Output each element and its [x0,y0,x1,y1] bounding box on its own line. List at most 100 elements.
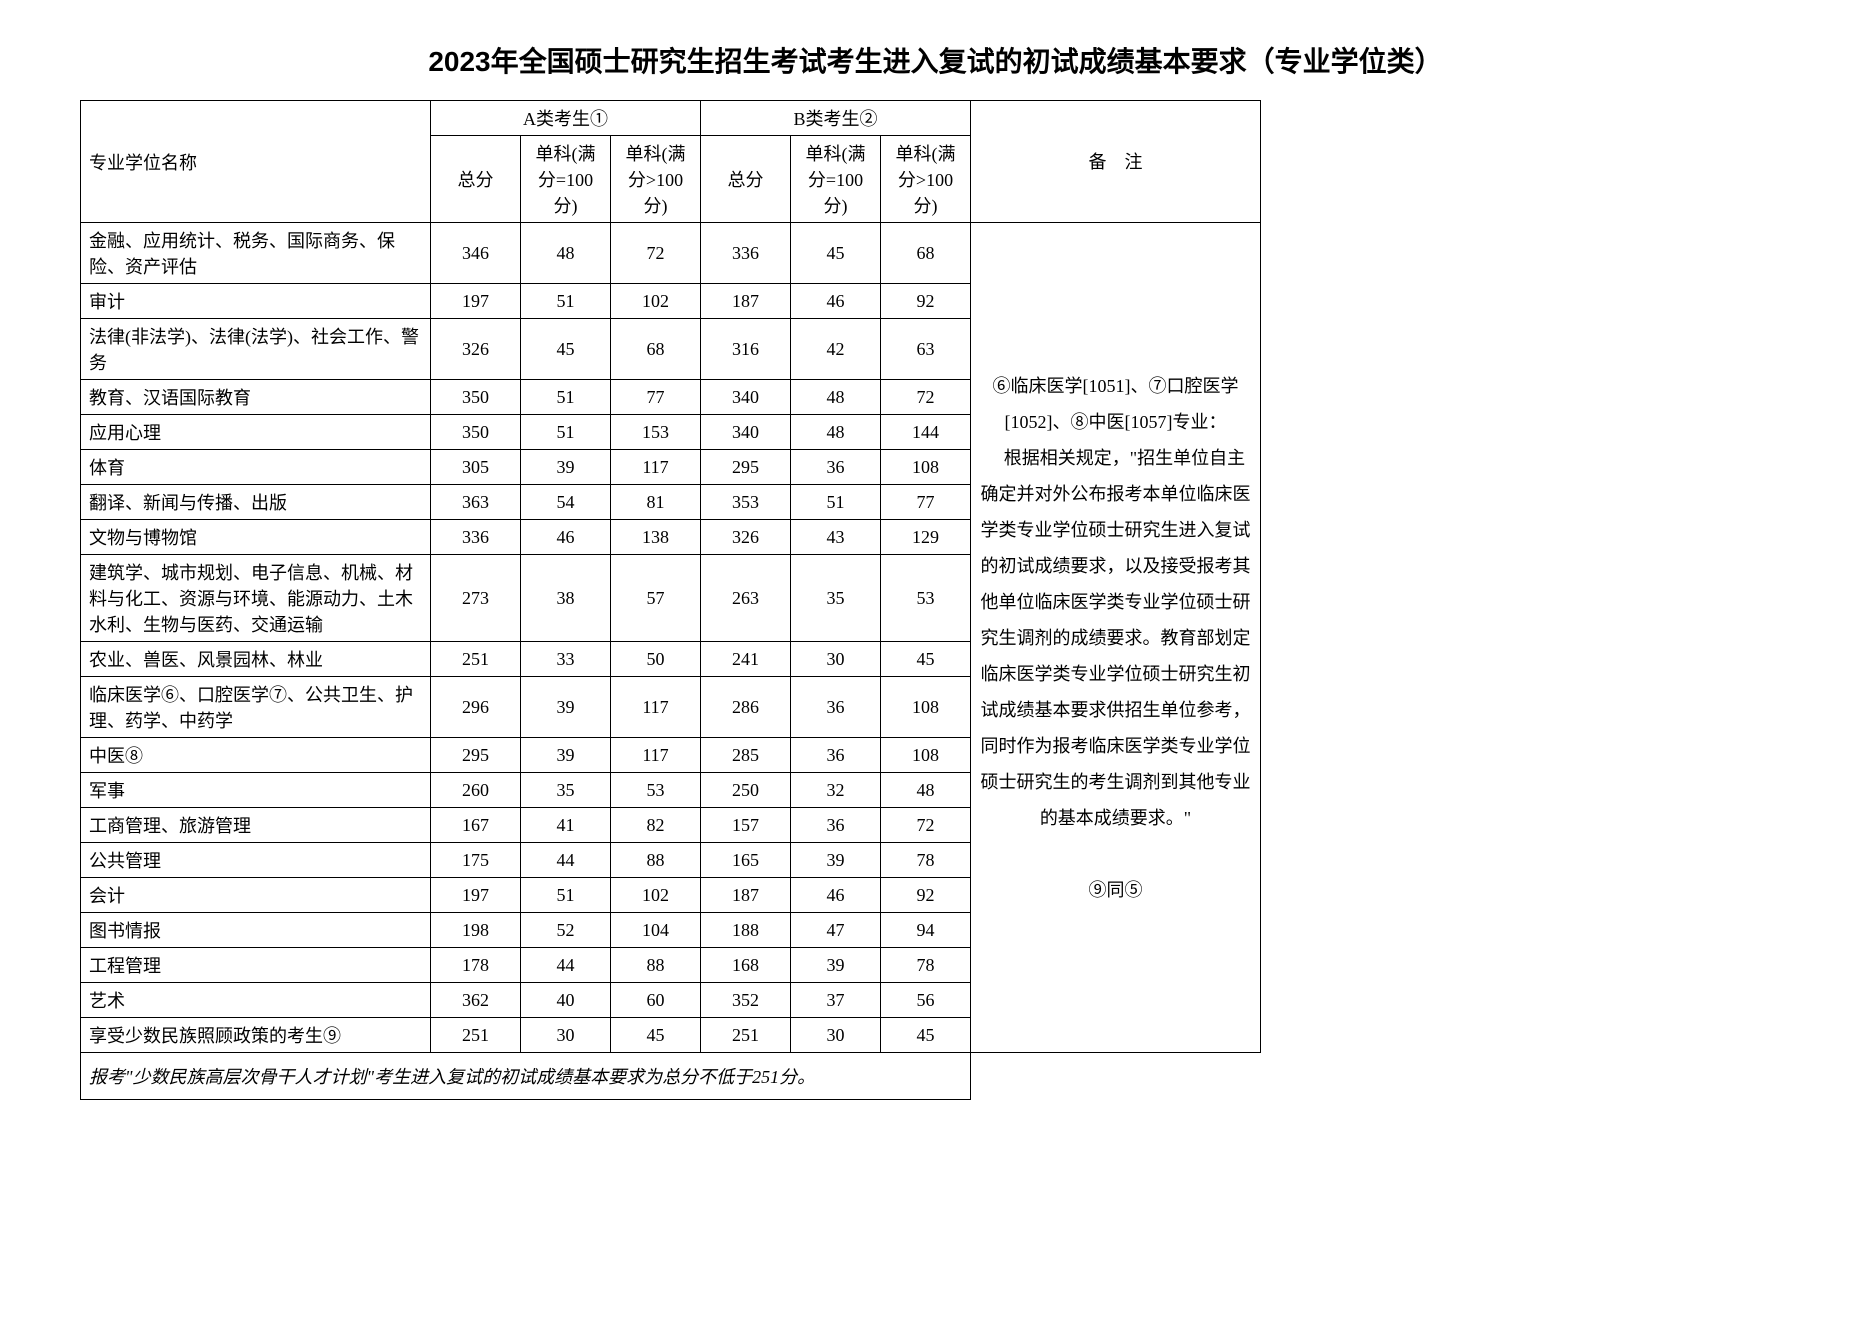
header-group-a: A类考生① [431,101,701,136]
cell: 350 [431,415,521,450]
cell: 157 [701,808,791,843]
cell: 63 [881,319,971,380]
cell: 346 [431,223,521,284]
cell: 公共管理 [81,843,431,878]
cell: 39 [791,843,881,878]
header-notes: 备 注 [971,101,1261,223]
footer-note: 报考"少数民族高层次骨干人才计划"考生进入复试的初试成绩基本要求为总分不低于25… [81,1053,971,1100]
cell: 46 [791,878,881,913]
cell: 36 [791,808,881,843]
cell: 138 [611,520,701,555]
cell: 250 [701,773,791,808]
cell: 44 [521,843,611,878]
cell: 44 [521,948,611,983]
cell: 340 [701,415,791,450]
cell: 88 [611,843,701,878]
cell: 316 [701,319,791,380]
cell: 翻译、新闻与传播、出版 [81,485,431,520]
cell: 295 [701,450,791,485]
cell: 57 [611,555,701,642]
cell: 187 [701,878,791,913]
cell: 47 [791,913,881,948]
cell: 35 [791,555,881,642]
cell: 362 [431,983,521,1018]
cell: 39 [521,677,611,738]
cell: 197 [431,284,521,319]
cell: 36 [791,677,881,738]
cell: 188 [701,913,791,948]
cell: 352 [701,983,791,1018]
header-b-subover100: 单科(满分>100分) [881,136,971,223]
cell: 102 [611,284,701,319]
cell: 32 [791,773,881,808]
cell: 教育、汉语国际教育 [81,380,431,415]
cell: 326 [701,520,791,555]
cell: 享受少数民族照顾政策的考生⑨ [81,1018,431,1053]
header-a-total: 总分 [431,136,521,223]
cell: 336 [431,520,521,555]
cell: 263 [701,555,791,642]
cell: 81 [611,485,701,520]
cell: 175 [431,843,521,878]
cell: 52 [521,913,611,948]
cell: 45 [791,223,881,284]
cell: 56 [881,983,971,1018]
cell: 48 [791,415,881,450]
cell: 72 [881,380,971,415]
cell: 78 [881,948,971,983]
cell: 51 [521,380,611,415]
header-b-sub100: 单科(满分=100分) [791,136,881,223]
cell: 241 [701,642,791,677]
cell: 30 [521,1018,611,1053]
cell: 33 [521,642,611,677]
cell: 35 [521,773,611,808]
cell: 30 [791,642,881,677]
cell: 82 [611,808,701,843]
cell: 37 [791,983,881,1018]
cell: 273 [431,555,521,642]
cell: 336 [701,223,791,284]
cell: 51 [521,878,611,913]
cell: 51 [521,415,611,450]
cell: 296 [431,677,521,738]
cell: 108 [881,738,971,773]
cell: 92 [881,878,971,913]
cell: 54 [521,485,611,520]
cell: 53 [611,773,701,808]
cell: 会计 [81,878,431,913]
cell: 图书情报 [81,913,431,948]
cell: 60 [611,983,701,1018]
cell: 117 [611,450,701,485]
cell: 94 [881,913,971,948]
cell: 68 [881,223,971,284]
cell: 340 [701,380,791,415]
cell: 42 [791,319,881,380]
header-name: 专业学位名称 [81,101,431,223]
cell: 77 [881,485,971,520]
cell: 295 [431,738,521,773]
cell: 251 [701,1018,791,1053]
cell: 77 [611,380,701,415]
cell: 45 [611,1018,701,1053]
header-a-subover100: 单科(满分>100分) [611,136,701,223]
cell: 45 [881,1018,971,1053]
cell: 法律(非法学)、法律(法学)、社会工作、警务 [81,319,431,380]
cell: 68 [611,319,701,380]
cell: 286 [701,677,791,738]
cell: 45 [881,642,971,677]
cell: 72 [881,808,971,843]
cell: 178 [431,948,521,983]
cell: 体育 [81,450,431,485]
cell: 78 [881,843,971,878]
cell: 117 [611,677,701,738]
header-group-b: B类考生② [701,101,971,136]
cell: 129 [881,520,971,555]
cell: 363 [431,485,521,520]
cell: 中医⑧ [81,738,431,773]
cell: 农业、兽医、风景园林、林业 [81,642,431,677]
cell: 建筑学、城市规划、电子信息、机械、材料与化工、资源与环境、能源动力、土木水利、生… [81,555,431,642]
cell: 39 [521,450,611,485]
cell: 41 [521,808,611,843]
cell: 260 [431,773,521,808]
cell: 军事 [81,773,431,808]
